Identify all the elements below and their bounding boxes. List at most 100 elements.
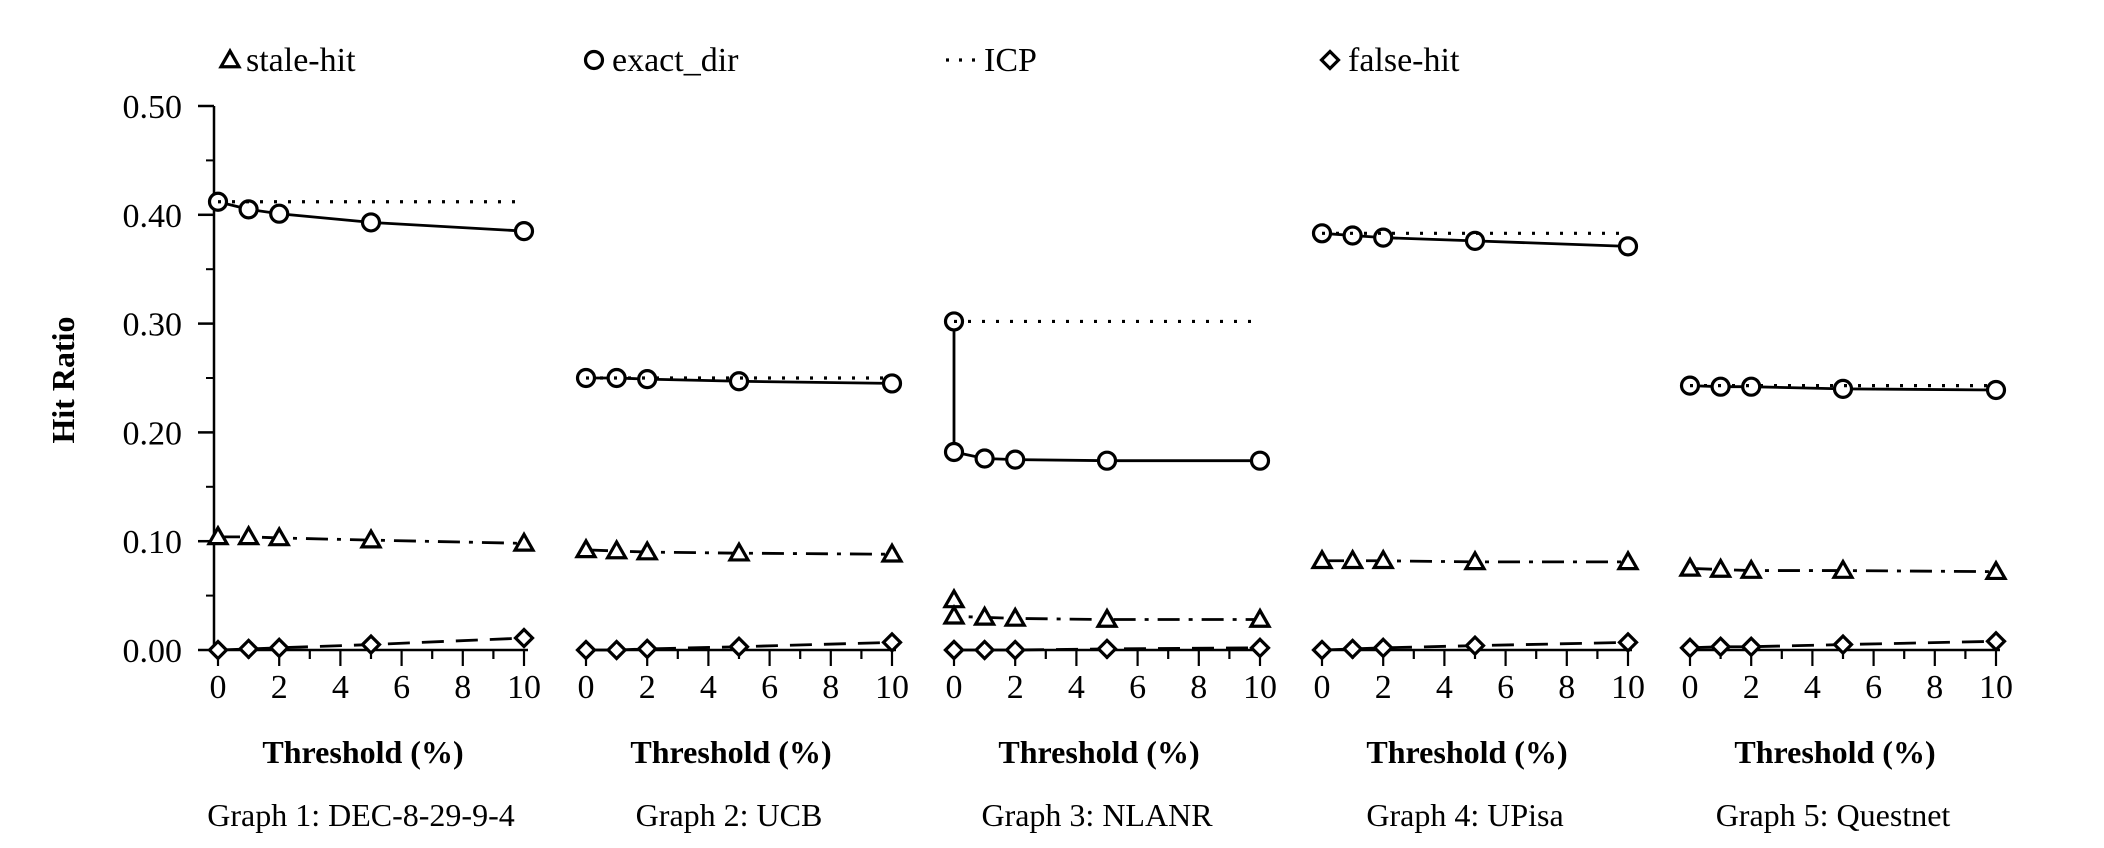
data-point-false-hit xyxy=(268,637,290,659)
legend: stale-hit exact_dir ICP false-hit xyxy=(218,42,1460,79)
panel-caption: Graph 2: UCB xyxy=(636,797,823,833)
data-point-false-hit xyxy=(943,639,965,661)
data-point-false-hit xyxy=(360,633,382,656)
data-point-exact-dir xyxy=(881,373,903,394)
x-tick-label: 0 xyxy=(1682,669,1699,706)
data-point-false-hit xyxy=(1464,634,1486,657)
x-tick-label: 2 xyxy=(639,669,656,706)
data-point-false-hit xyxy=(1985,630,2007,653)
legend-label: ICP xyxy=(984,42,1037,79)
x-tick-label: 8 xyxy=(1926,669,1943,706)
y-tick-label: 0.20 xyxy=(123,415,183,452)
data-point-stale-hit xyxy=(1371,548,1395,570)
data-point-false-hit xyxy=(575,639,597,661)
x-tick-label: 4 xyxy=(700,669,717,706)
data-point-stale-hit xyxy=(942,604,966,625)
x-tick-label: 2 xyxy=(1375,669,1392,706)
data-point-stale-hit xyxy=(635,539,659,561)
x-tick-label: 2 xyxy=(271,669,288,706)
data-point-false-hit xyxy=(1004,639,1026,661)
data-point-stale-hit xyxy=(1678,556,1702,577)
x-axis-label: Threshold (%) xyxy=(262,734,463,770)
data-point-stale-hit xyxy=(1708,557,1733,578)
y-tick-label: 0.30 xyxy=(123,307,183,344)
y-tick-label: 0.40 xyxy=(123,198,183,235)
x-tick-label: 8 xyxy=(1558,669,1575,706)
x-tick-label: 10 xyxy=(875,669,909,706)
x-tick-label: 0 xyxy=(578,669,595,706)
data-point-false-hit xyxy=(1740,635,1762,658)
data-point-stale-hit xyxy=(574,537,598,559)
data-point-exact-dir xyxy=(1249,450,1271,471)
data-point-stale-hit xyxy=(359,527,383,549)
x-tick-label: 4 xyxy=(1436,669,1453,706)
x-tick-label: 6 xyxy=(393,669,410,706)
y-tick-label: 0.10 xyxy=(123,524,183,561)
panel-caption: Graph 1: DEC-8-29-9-4 xyxy=(207,797,514,833)
legend-item-false-hit: false-hit xyxy=(1319,42,1460,79)
legend-item-stale-hit: stale-hit xyxy=(218,42,356,79)
y-tick-label: 0.00 xyxy=(123,633,183,670)
y-axis-label: Hit Ratio xyxy=(45,316,81,443)
data-point-false-hit xyxy=(1709,635,1732,658)
legend-swatch xyxy=(583,49,605,71)
panel-caption: Graph 5: Questnet xyxy=(1716,797,1951,833)
data-point-stale-hit xyxy=(1248,607,1272,628)
data-point-false-hit xyxy=(881,631,903,654)
data-point-false-hit xyxy=(636,638,658,660)
data-point-false-hit xyxy=(728,635,750,658)
data-point-exact-dir xyxy=(1005,449,1026,470)
data-point-exact-dir xyxy=(1096,450,1118,471)
data-point-stale-hit xyxy=(1831,558,1855,579)
legend-item-exact-dir: exact_dir xyxy=(583,42,739,79)
data-point-stale-hit xyxy=(1739,558,1763,579)
data-point-false-hit xyxy=(973,639,996,661)
data-point-stale-hit xyxy=(972,605,997,626)
x-tick-label: 2 xyxy=(1007,669,1024,706)
data-point-false-hit xyxy=(513,627,535,649)
x-tick-label: 0 xyxy=(1314,669,1331,706)
series-line-exact-dir xyxy=(952,321,1260,463)
x-tick-label: 10 xyxy=(1611,669,1645,706)
data-point-exact-dir xyxy=(1832,378,1854,399)
x-tick-label: 8 xyxy=(822,669,839,706)
data-point-false-hit xyxy=(1311,639,1333,661)
data-point-stale-hit xyxy=(880,542,904,563)
data-point-stale-hit xyxy=(1095,607,1119,628)
x-tick-label: 10 xyxy=(1243,669,1277,706)
x-tick-label: 4 xyxy=(332,669,349,706)
x-axis-label: Threshold (%) xyxy=(1734,734,1935,770)
legend-swatch xyxy=(1319,49,1341,71)
data-point-exact-dir xyxy=(269,203,290,224)
data-point-exact-dir xyxy=(637,368,658,390)
x-tick-label: 10 xyxy=(1979,669,2013,706)
legend-label: false-hit xyxy=(1348,42,1460,79)
data-point-false-hit xyxy=(1249,637,1271,659)
x-tick-label: 6 xyxy=(1497,669,1514,706)
data-point-exact-dir xyxy=(1617,236,1639,257)
data-point-exact-dir xyxy=(1373,227,1394,248)
data-point-stale-hit xyxy=(1616,549,1640,571)
data-point-stale-hit xyxy=(236,524,261,546)
x-tick-label: 8 xyxy=(454,669,471,706)
y-tick-label: 0.50 xyxy=(123,89,183,126)
data-point-stale-hit xyxy=(206,524,230,546)
legend-item-ICP: ICP xyxy=(946,42,1037,79)
data-point-exact-dir xyxy=(238,199,259,220)
x-tick-label: 10 xyxy=(507,669,541,706)
x-tick-label: 4 xyxy=(1068,669,1085,706)
data-point-stale-hit xyxy=(1310,548,1334,570)
data-point-false-hit xyxy=(1096,638,1118,660)
legend-swatch xyxy=(218,47,242,69)
x-tick-label: 6 xyxy=(761,669,778,706)
data-point-exact-dir xyxy=(1985,379,2007,401)
data-point-stale-hit xyxy=(1984,559,2008,581)
data-point-false-hit xyxy=(1679,637,1701,659)
x-tick-label: 2 xyxy=(1743,669,1760,706)
legend-label: exact_dir xyxy=(612,42,739,79)
data-point-exact-dir xyxy=(943,441,965,463)
data-point-stale-hit xyxy=(727,540,751,562)
x-axis-label: Threshold (%) xyxy=(998,734,1199,770)
x-tick-label: 6 xyxy=(1865,669,1882,706)
